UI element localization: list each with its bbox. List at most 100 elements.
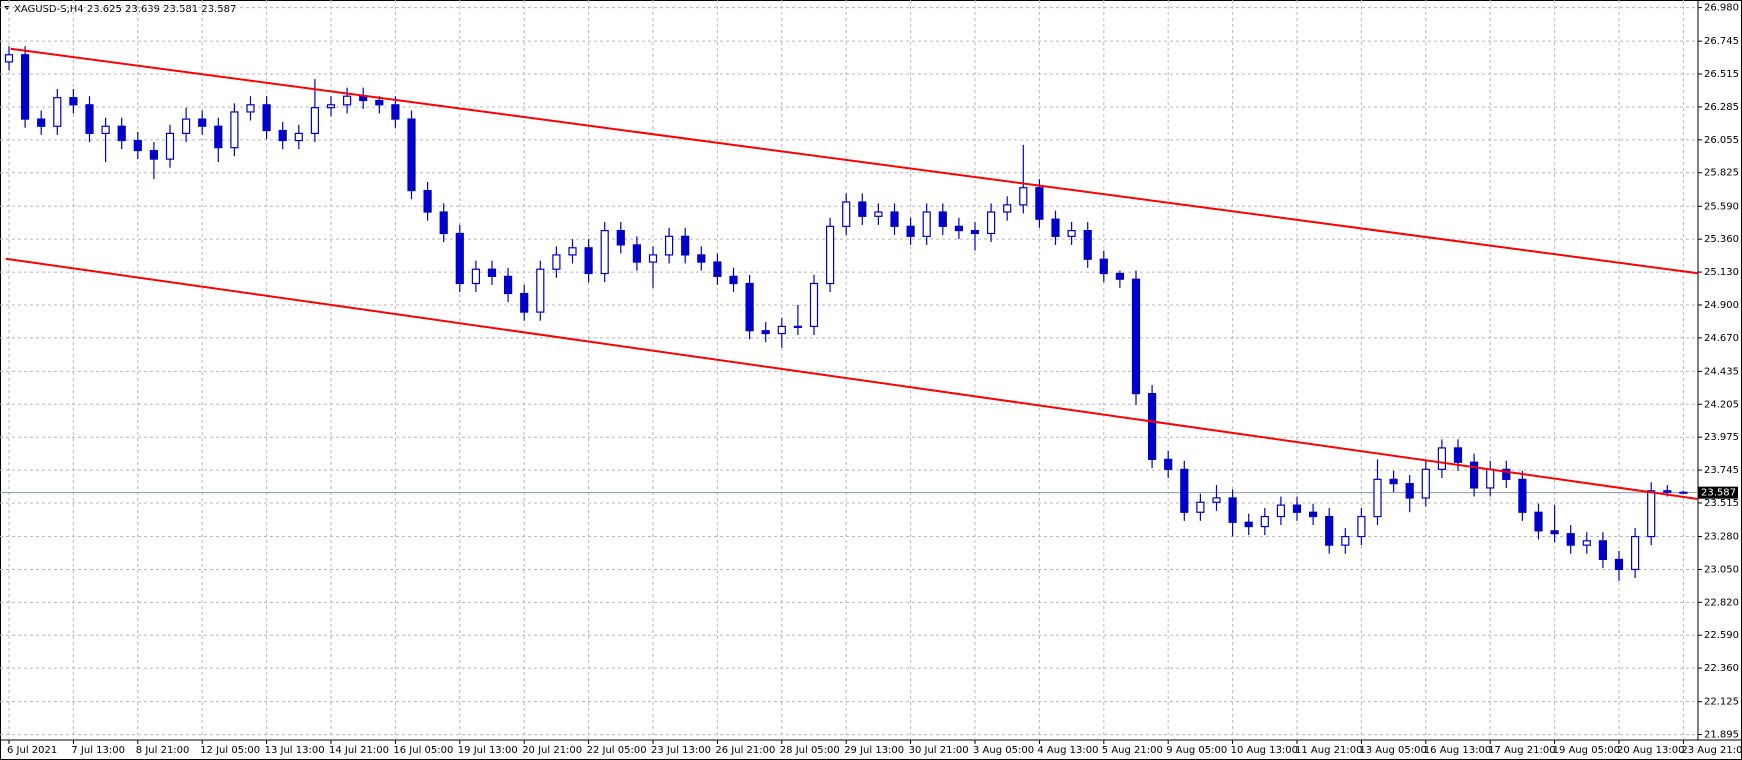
candle-body [600,230,609,275]
candle-body [504,275,513,295]
x-tick-label: 13 Jul 13:00 [265,745,325,756]
candle-body [938,211,947,227]
candle-body [1534,511,1543,532]
current-price-label: 23.587 [1701,488,1736,499]
candle-body [1614,558,1624,571]
y-tick-label: 23.975 [1704,432,1739,443]
candle-body [1083,230,1092,260]
candle-body [729,275,738,285]
current-price-box [1698,486,1738,499]
candle-body [664,235,674,256]
x-tick-label: 11 Aug 21:00 [1295,745,1362,756]
candle-body [487,268,497,277]
candle-body [69,97,78,106]
x-tick-label: 9 Aug 05:00 [1166,745,1227,756]
candle-body [1647,490,1656,538]
candle-body [970,230,980,235]
candle-body [761,330,770,335]
candle-body [310,107,319,134]
y-tick-label: 22.125 [1704,697,1739,708]
candle-body [697,254,706,263]
candle-body [1550,530,1559,535]
candle-body [278,129,287,142]
x-tick-label: 20 Aug 13:00 [1617,745,1684,756]
y-tick-label: 26.285 [1704,102,1739,113]
y-tick-label: 23.515 [1704,498,1739,509]
candle-body [793,325,803,328]
x-tick-label: 28 Jul 05:00 [780,745,840,756]
candle-body [1566,533,1575,546]
candle-body [1598,540,1608,561]
candle-body [343,95,352,106]
y-tick-label: 23.050 [1704,564,1739,575]
candle-body [375,99,384,106]
candle-body [1260,515,1269,528]
candle-body [471,268,480,285]
candle-body [1196,501,1205,513]
candle-body [391,104,400,120]
y-tick-label: 25.590 [1704,201,1739,212]
candle-body [1437,447,1447,470]
candle-body [1389,478,1398,485]
candle-body [262,104,271,132]
y-tick-label: 22.360 [1704,663,1739,674]
candle-body [423,189,432,213]
candle-body [1019,187,1028,206]
y-tick-label: 22.820 [1704,597,1739,608]
x-tick-label: 12 Jul 05:00 [200,745,260,756]
candle-body [1099,258,1108,275]
candle-body [149,149,158,160]
candle-body [986,211,996,235]
candle-body [246,104,255,113]
y-tick-label: 24.670 [1704,333,1739,344]
candle-body [1212,497,1221,503]
x-tick-label: 8 Jul 21:00 [136,745,190,756]
candle-body [568,247,577,256]
candle-body [1341,535,1350,546]
candle-body [616,230,625,246]
candle-body [1180,468,1189,513]
candle-body [552,254,561,270]
candle-body [1582,540,1591,546]
candle-body [1453,447,1463,463]
candle-body [520,292,529,313]
x-tick-label: 13 Aug 05:00 [1359,745,1426,756]
y-tick-label: 26.745 [1704,36,1739,47]
candle-body [117,125,126,142]
x-tick-label: 5 Aug 21:00 [1102,745,1163,756]
y-tick-label: 23.280 [1704,532,1739,543]
candle-body [1518,478,1527,513]
candle-body [1630,535,1640,571]
x-tick-label: 10 Aug 13:00 [1231,745,1298,756]
y-tick-label: 26.515 [1704,69,1739,80]
candle-body [536,268,545,313]
candle-body [906,225,915,237]
y-tick-label: 24.205 [1704,399,1739,410]
y-tick-label: 24.900 [1704,300,1739,311]
x-tick-label: 4 Aug 13:00 [1037,745,1098,756]
candle-body [648,254,658,263]
y-tick-label: 26.055 [1704,135,1739,146]
candle-body [85,104,94,134]
candle-body [1663,490,1672,493]
trend-line [10,47,1699,275]
y-tick-label: 21.895 [1704,730,1739,741]
candle-body [1244,521,1253,528]
candle-body [713,261,722,277]
x-tick-label: 7 Jul 13:00 [71,745,125,756]
x-tick-label: 17 Aug 21:00 [1488,745,1555,756]
candle-body [1373,478,1382,518]
candle-body [230,111,239,149]
candle-body [1276,504,1286,518]
candle-body [294,132,303,142]
x-tick-label: 20 Jul 21:00 [522,745,582,756]
candle-body [455,232,464,285]
x-tick-label: 16 Jul 05:00 [393,745,453,756]
trend-line [5,257,1699,500]
candle-body [1405,483,1414,499]
x-tick-label: 23 Aug 21:00 [1681,745,1742,756]
candle-body [198,118,207,127]
candle-body [632,244,642,263]
